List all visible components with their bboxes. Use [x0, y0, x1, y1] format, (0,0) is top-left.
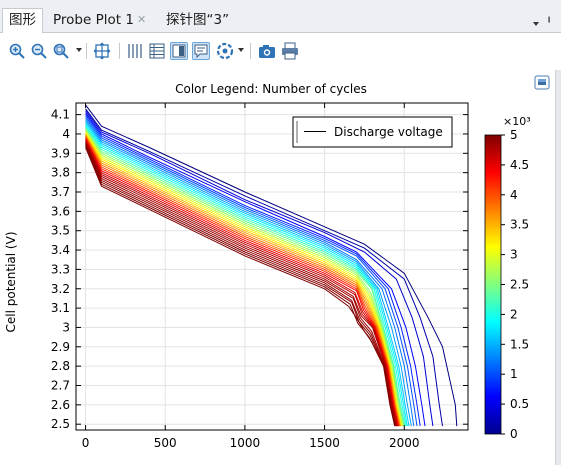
series-line — [85, 127, 405, 427]
tab-label: 探针图“3” — [166, 12, 230, 28]
pin-icon[interactable]: ╹ — [546, 18, 553, 29]
legend-label: Discharge voltage — [334, 125, 443, 139]
tab-bar: 图形 Probe Plot 1 ✕ 探针图“3” ╹ — [0, 0, 561, 33]
table-icon[interactable] — [148, 42, 166, 60]
series-line — [85, 130, 404, 427]
toolbar — [0, 33, 561, 70]
series-line — [85, 144, 396, 427]
colorbar-tick-label: 0 — [510, 427, 518, 441]
series-line — [85, 139, 399, 427]
color-icon[interactable] — [216, 42, 234, 60]
y-tick-label: 3.2 — [51, 282, 70, 296]
series-line — [85, 135, 401, 427]
zoom-in-icon[interactable] — [8, 42, 26, 60]
tab-graphics[interactable]: 图形 — [2, 8, 43, 33]
colorbar-tick-label: 2.5 — [510, 278, 529, 292]
colorbar-tick-label: 1.5 — [510, 337, 529, 351]
grid-icon[interactable] — [126, 42, 144, 60]
series-line — [85, 120, 412, 427]
series-line — [85, 134, 401, 427]
chevron-down-icon[interactable] — [533, 22, 539, 26]
y-tick-label: 4.1 — [51, 108, 70, 122]
colorbar-exponent-label: ×10³ — [503, 115, 531, 128]
colorbar — [484, 134, 502, 435]
series-line — [85, 118, 415, 427]
series-line — [85, 104, 458, 427]
x-tick-label: 1000 — [230, 436, 261, 450]
series-line — [85, 116, 418, 427]
close-icon[interactable]: ✕ — [137, 13, 147, 26]
colorbar-tick-label: 4.5 — [510, 158, 529, 172]
y-tick-label: 3.7 — [51, 185, 70, 199]
camera-icon[interactable] — [258, 42, 276, 60]
plot-frame — [75, 102, 469, 431]
y-tick-label: 3.6 — [51, 204, 70, 218]
y-axis-label: Cell potential (V) — [4, 231, 18, 332]
toolbar-separator — [250, 43, 251, 59]
y-tick-label: 3.5 — [51, 224, 70, 238]
x-tick-label: 500 — [154, 436, 177, 450]
tooltip-icon[interactable] — [192, 42, 210, 60]
plot-settings-icon[interactable] — [534, 75, 550, 90]
x-axis-ticks: 0 500 1000 1500 2000 — [82, 103, 420, 450]
colorbar-tick-label: 1 — [510, 367, 518, 381]
chart-title: Color Legend: Number of cycles — [175, 82, 367, 96]
y-tick-label: 3.9 — [51, 146, 70, 160]
colorbar-ticks: 0 0.5 1 1.5 2 2.5 3 3.5 4 4.5 5 — [501, 128, 529, 441]
data-series-group — [85, 104, 458, 427]
zoom-box-icon[interactable] — [52, 42, 70, 60]
series-line — [85, 125, 407, 427]
print-icon[interactable] — [281, 42, 299, 60]
tab-label: Probe Plot 1 — [53, 12, 134, 28]
y-tick-label: 4 — [62, 127, 70, 141]
series-line — [85, 129, 404, 427]
toolbar-separator — [119, 43, 120, 59]
tab-label: 图形 — [9, 12, 36, 28]
legend-icon[interactable] — [170, 42, 188, 60]
y-tick-label: 2.5 — [51, 417, 70, 431]
colorbar-tick-label: 2 — [510, 307, 518, 321]
chevron-down-icon[interactable] — [238, 48, 244, 52]
y-tick-label: 3.1 — [51, 301, 70, 315]
y-tick-label: 2.6 — [51, 398, 70, 412]
series-line — [85, 147, 373, 344]
series-line — [85, 110, 434, 427]
colorbar-tick-label: 0.5 — [510, 397, 529, 411]
y-tick-label: 3 — [62, 320, 70, 334]
x-tick-label: 0 — [82, 436, 90, 450]
series-line — [85, 112, 426, 427]
chevron-down-icon[interactable] — [76, 48, 82, 52]
tab-probe-plot-3[interactable]: 探针图“3” — [160, 9, 262, 33]
y-tick-label: 3.4 — [51, 243, 70, 257]
series-line — [85, 108, 443, 427]
zoom-out-icon[interactable] — [30, 42, 48, 60]
colorbar-tick-label: 4 — [510, 188, 518, 202]
zoom-extents-icon[interactable] — [93, 42, 111, 60]
series-line — [85, 132, 402, 427]
y-tick-label: 3.8 — [51, 166, 70, 180]
chart: 0 500 1000 1500 2000 2.5 2.6 2.7 2.8 2.9 3 3.1 3.2 3… — [4, 75, 550, 450]
legend-box: Discharge voltage — [292, 116, 453, 148]
series-line — [85, 145, 396, 427]
x-tick-label: 1500 — [309, 436, 340, 450]
y-tick-label: 3.3 — [51, 262, 70, 276]
series-line — [85, 124, 408, 427]
side-panel-edge — [555, 70, 561, 465]
y-axis-ticks: 2.5 2.6 2.7 2.8 2.9 3 3.1 3.2 3.3 3.4 3.5 3.6 3.7 3.8… — [51, 108, 468, 431]
series-line — [85, 141, 398, 427]
series-line — [85, 122, 410, 427]
series-line — [85, 126, 406, 427]
colorbar-tick-label: 5 — [510, 128, 518, 142]
colorbar-tick-label: 3.5 — [510, 218, 529, 232]
y-tick-label: 2.8 — [51, 359, 70, 373]
tab-probe-plot-1[interactable]: Probe Plot 1 ✕ — [47, 9, 153, 33]
series-line — [85, 114, 421, 427]
series-line — [85, 138, 399, 427]
plot-area: 0 500 1000 1500 2000 2.5 2.6 2.7 2.8 2.9 3 3.1 3.2 3… — [0, 70, 555, 465]
y-tick-label: 2.7 — [51, 378, 70, 392]
colorbar-tick-label: 3 — [510, 248, 518, 262]
x-tick-label: 2000 — [389, 436, 420, 450]
y-tick-label: 2.9 — [51, 340, 70, 354]
toolbar-separator — [86, 43, 87, 59]
